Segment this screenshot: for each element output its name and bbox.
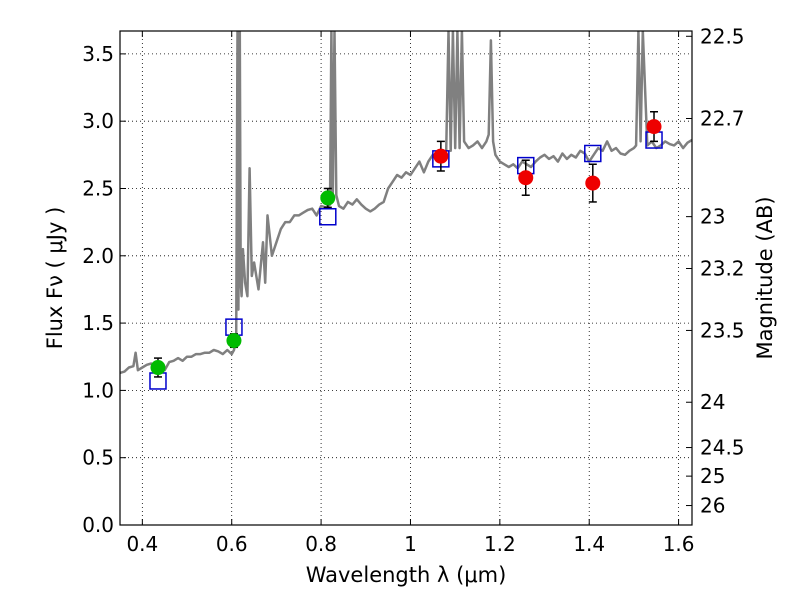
tick-marks <box>120 31 692 526</box>
x-tick-label: 1.4 <box>573 532 605 556</box>
spectrum-layer <box>120 31 692 375</box>
observed-optical-point <box>320 190 336 206</box>
y-tick-label: 3.5 <box>82 42 114 66</box>
right-tick-label: 23 <box>700 205 725 229</box>
spectrum-line <box>120 31 692 375</box>
observed-nir-point <box>585 175 601 191</box>
plot-area <box>120 31 692 525</box>
x-tick-label: 0.8 <box>305 532 337 556</box>
points-layer <box>149 111 663 390</box>
y-tick-label: 2.5 <box>82 176 114 200</box>
y-tick-label: 0.0 <box>82 513 114 537</box>
y-tick-label: 0.5 <box>82 446 114 470</box>
y-tick-label: 3.0 <box>82 109 114 133</box>
x-tick-label: 1.2 <box>484 532 516 556</box>
observed-nir-point <box>646 119 662 135</box>
x-tick-label: 0.6 <box>216 532 248 556</box>
y-axis-title-left: Flux Fν ( μJy ) <box>43 207 67 350</box>
right-tick-label: 23.2 <box>700 257 745 281</box>
plot-frame <box>119 30 693 526</box>
model-photometry-square <box>584 144 602 163</box>
model-photometry-square <box>319 208 337 226</box>
y-tick-label: 1.0 <box>82 378 114 402</box>
tick-labels: 0.4 0.6 0.8 1 1.2 1.4 1.6 0.0 0.5 1.0 1.5 2.0 2.5 3.0… <box>82 24 744 556</box>
right-tick-label: 22.5 <box>700 24 745 48</box>
x-tick-label: 1.6 <box>663 532 695 556</box>
y-tick-label: 1.5 <box>82 311 114 335</box>
right-tick-label: 24.5 <box>700 436 745 460</box>
observed-optical-point <box>150 360 166 376</box>
right-tick-label: 25 <box>700 464 725 488</box>
right-tick-label: 23.5 <box>700 318 745 342</box>
right-tick-label: 24 <box>700 390 725 414</box>
x-axis-title: Wavelength λ (μm) <box>306 563 507 587</box>
x-tick-label: 0.4 <box>126 532 158 556</box>
x-tick-label: 1 <box>404 532 417 556</box>
observed-optical-point <box>226 333 242 349</box>
right-tick-label: 22.7 <box>700 106 745 130</box>
right-tick-label: 26 <box>700 494 725 518</box>
observed-nir-point <box>433 148 449 164</box>
observed-nir-point <box>518 170 534 186</box>
y-tick-label: 2.0 <box>82 244 114 268</box>
y-axis-title-right: Magnitude (AB) <box>753 196 777 359</box>
